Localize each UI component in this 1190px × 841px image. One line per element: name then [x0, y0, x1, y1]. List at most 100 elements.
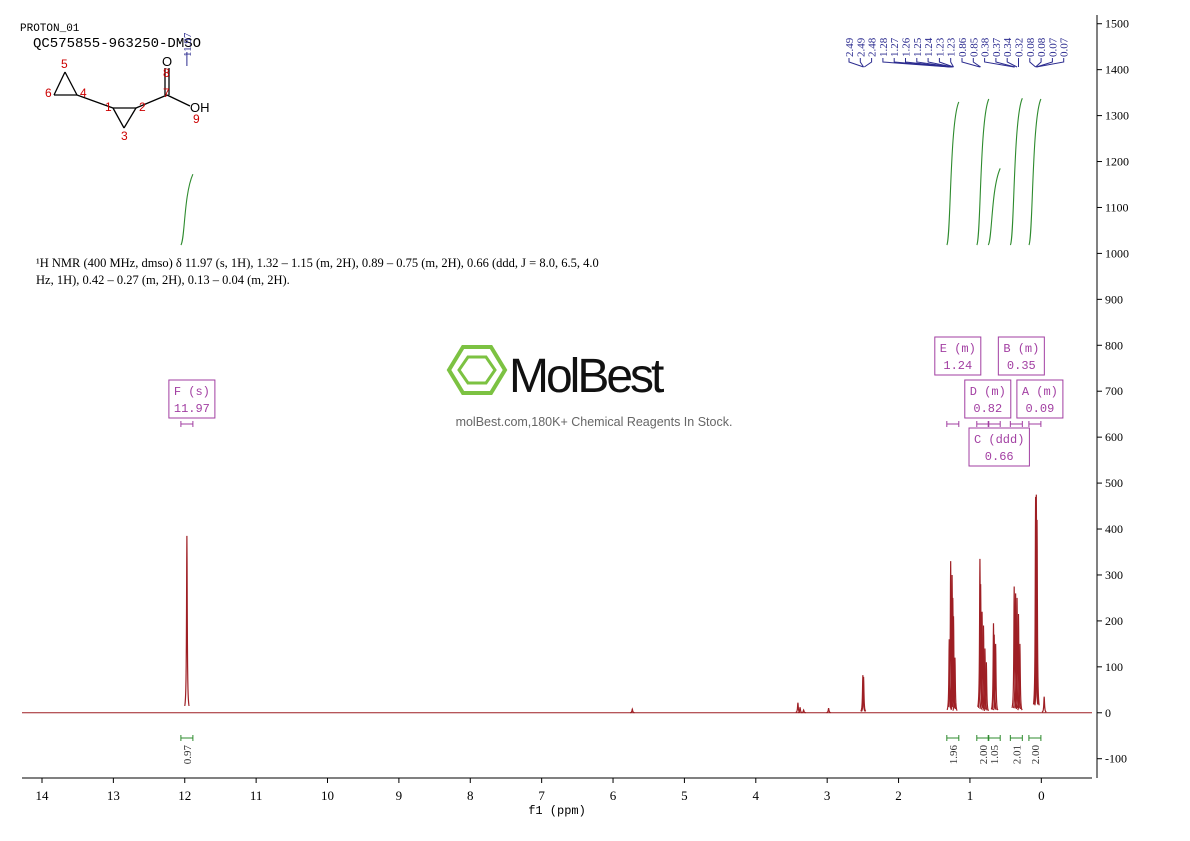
multiplet-name: F (s)	[174, 385, 210, 399]
peak-label-connector	[984, 58, 1015, 68]
y-tick-label: 1300	[1105, 109, 1129, 123]
peak	[630, 707, 635, 714]
x-tick-label: 13	[107, 788, 120, 803]
peak-label: 0.37	[991, 37, 1003, 57]
y-tick-label: 700	[1105, 384, 1123, 398]
peak-label-connector	[848, 58, 864, 68]
peak-label: 0.38	[980, 37, 992, 57]
multiplet-value: 11.97	[174, 402, 210, 416]
peak-label: 0.07	[1059, 37, 1071, 57]
multiplet-range	[1028, 421, 1042, 427]
peak	[184, 535, 190, 707]
atom-number: 3	[121, 129, 128, 143]
x-tick-label: 1	[967, 788, 974, 803]
peak-label-connector	[864, 58, 873, 68]
y-tick-label: 1200	[1105, 155, 1129, 169]
watermark-brand: MolBest	[509, 350, 664, 403]
watermark-tagline: molBest.com,180K+ Chemical Reagents In S…	[456, 415, 733, 429]
peak	[1032, 496, 1039, 705]
integral-bar	[1009, 735, 1023, 741]
peak-label: 2.49	[844, 37, 856, 57]
atom-number: 1	[105, 100, 112, 114]
sample: QC575855-963250-DMSO	[33, 36, 201, 52]
multiplet-box	[1016, 379, 1064, 419]
peak	[801, 708, 806, 714]
atom-number: 4	[80, 86, 87, 100]
integral-bar	[987, 735, 1001, 741]
y-tick-label: 1100	[1105, 200, 1129, 214]
y-tick-label: 400	[1105, 522, 1123, 536]
peak-label: 0.85	[968, 37, 980, 57]
peak-label: 1.28	[878, 37, 890, 57]
peak-label-connector	[916, 58, 953, 68]
peak-label-connector	[1035, 58, 1042, 68]
atom-number: 9	[193, 112, 200, 126]
peak	[950, 616, 957, 710]
x-tick-label: 9	[396, 788, 403, 803]
integral-curve	[1009, 98, 1023, 246]
y-tick-label: 0	[1105, 706, 1111, 720]
x-tick-label: 5	[681, 788, 688, 803]
x-tick-label: 8	[467, 788, 474, 803]
peak	[983, 662, 990, 712]
description: ¹H NMR (400 MHz, dmso) δ 11.97 (s, 1H), …	[36, 256, 599, 287]
atom-number: 8	[163, 66, 170, 80]
peak	[1033, 494, 1040, 705]
y-tick-label: 500	[1105, 476, 1123, 490]
peak-label: 2.49	[855, 37, 867, 57]
y-tick-label: 1000	[1105, 246, 1129, 260]
multiplet-value: 0.35	[1007, 359, 1036, 373]
peak-label: 0.86	[957, 37, 969, 57]
peak-label: 0.07	[1047, 37, 1059, 57]
integral-label: 0.97	[182, 745, 194, 765]
watermark-logo	[446, 345, 508, 395]
x-tick-label: 3	[824, 788, 831, 803]
multiplet-value: 1.24	[943, 359, 972, 373]
y-tick-label: 600	[1105, 430, 1123, 444]
integral-label: 2.01	[1011, 745, 1023, 764]
integral-label: 2.00	[1030, 745, 1042, 765]
integral-label: 2.00	[978, 745, 990, 765]
multiplet-name: C (ddd)	[974, 433, 1024, 447]
y-tick-label: 800	[1105, 338, 1123, 352]
peak-label: 1.26	[901, 37, 913, 57]
x-tick-label: 0	[1038, 788, 1045, 803]
peak	[1041, 696, 1047, 713]
peak-label: 1.23	[946, 37, 958, 57]
peak	[982, 648, 988, 711]
peak	[1017, 643, 1023, 711]
x-tick-label: 11	[250, 788, 263, 803]
y-tick-label: 100	[1105, 660, 1123, 674]
atom-number: 2	[139, 100, 146, 114]
x-tick-label: 12	[178, 788, 191, 803]
multiplet-value: 0.82	[973, 402, 1002, 416]
peak-label: 0.32	[1014, 38, 1026, 57]
y-tick-label: 300	[1105, 568, 1123, 582]
peak-label: 0.08	[1036, 37, 1048, 57]
atom-numbers: 5 6 4 1 2 3 7 8 9	[45, 57, 200, 143]
peak-label-connector	[972, 58, 981, 68]
peak-label-connector	[950, 58, 954, 68]
multiplet-name: B (m)	[1003, 342, 1039, 356]
x-axis-label: f1 (ppm)	[528, 804, 586, 818]
peak-label-connector	[1029, 58, 1036, 68]
x-tick-label: 14	[35, 788, 49, 803]
peak-label-connector	[859, 58, 864, 68]
multiplet-range	[987, 421, 1001, 427]
multiplet-value: 0.66	[985, 450, 1014, 464]
atom-number: 7	[163, 86, 170, 100]
y-tick-label: 200	[1105, 614, 1123, 628]
multiplet-range	[946, 421, 960, 427]
integral-label: 1.05	[989, 745, 1001, 765]
integral-bar	[180, 735, 194, 741]
peak	[952, 657, 958, 711]
multiplet-box	[997, 336, 1045, 376]
y-tick-label: -100	[1105, 752, 1127, 766]
integral-curve	[976, 98, 990, 246]
multiplet-name: A (m)	[1022, 385, 1058, 399]
peak-label: 0.08	[1025, 37, 1037, 57]
peak-label: 1.23	[934, 37, 946, 57]
atom-number: 6	[45, 86, 52, 100]
peak-label-connector	[1036, 58, 1053, 68]
multiplet-box	[168, 379, 216, 419]
